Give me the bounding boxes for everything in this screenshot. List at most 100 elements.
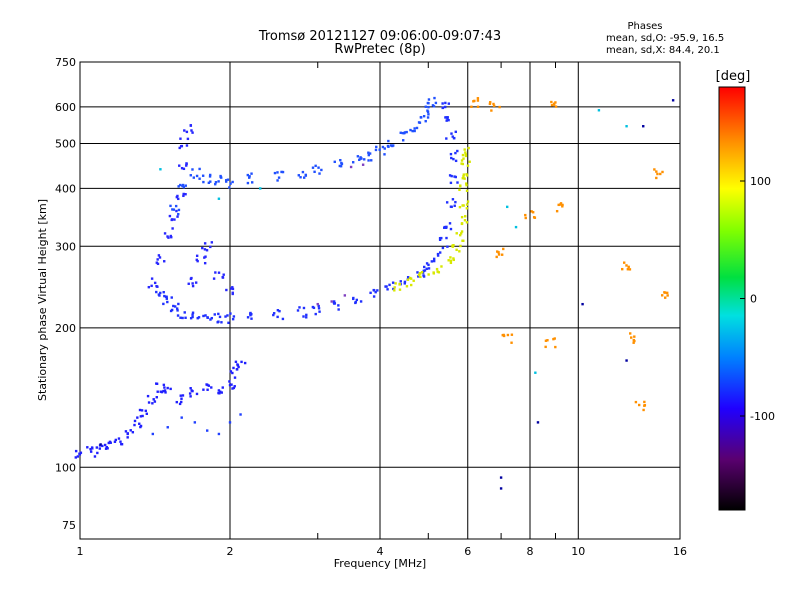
data-point	[443, 226, 446, 229]
data-point	[444, 105, 447, 109]
data-point	[633, 339, 636, 343]
data-point	[147, 285, 151, 289]
data-point	[555, 209, 559, 213]
data-point	[581, 302, 584, 306]
data-point	[178, 402, 182, 406]
data-point	[505, 205, 509, 209]
x-tick-label: 10	[571, 545, 585, 558]
data-point	[643, 400, 646, 404]
data-point	[432, 257, 436, 261]
data-point	[338, 164, 341, 168]
data-point	[184, 316, 187, 319]
y-axis-label: Stationary phase Virtual Height [km]	[36, 199, 49, 401]
data-point	[393, 286, 396, 289]
data-point	[450, 156, 453, 160]
data-point	[220, 391, 223, 394]
data-point	[354, 300, 357, 304]
data-point	[492, 104, 496, 107]
data-point	[476, 99, 480, 102]
data-point	[432, 272, 435, 275]
data-point	[340, 161, 343, 165]
data-point	[239, 413, 242, 416]
data-point	[74, 456, 77, 459]
data-point	[451, 198, 455, 201]
data-point	[280, 170, 283, 174]
data-point	[217, 432, 221, 436]
data-point	[386, 144, 390, 148]
data-point	[190, 276, 193, 280]
data-point	[399, 280, 402, 283]
data-point	[218, 315, 222, 319]
data-point	[136, 416, 139, 419]
data-point	[158, 256, 162, 259]
data-point	[386, 288, 389, 291]
data-point	[432, 105, 436, 108]
data-point	[394, 282, 397, 285]
data-point	[388, 283, 391, 287]
data-point	[305, 313, 308, 317]
data-point	[230, 287, 233, 290]
data-point	[203, 248, 207, 251]
data-point	[174, 305, 177, 308]
data-point	[473, 99, 476, 103]
data-point	[363, 158, 366, 161]
data-point	[276, 309, 280, 312]
data-point	[236, 364, 240, 367]
data-point	[89, 450, 93, 453]
data-point	[530, 210, 533, 213]
data-point	[514, 225, 518, 229]
data-point	[339, 165, 343, 168]
data-point	[166, 426, 169, 429]
data-point	[169, 204, 172, 208]
data-point	[311, 166, 315, 169]
data-point	[372, 295, 376, 298]
data-point	[367, 159, 370, 162]
data-point	[248, 175, 251, 178]
data-point	[425, 267, 428, 270]
data-point	[228, 383, 232, 387]
data-point	[155, 285, 158, 288]
data-point	[456, 149, 459, 153]
data-point	[418, 121, 422, 124]
data-point	[231, 292, 234, 296]
data-point	[435, 267, 439, 271]
data-point	[224, 179, 228, 182]
data-point	[653, 168, 656, 171]
data-point	[426, 116, 430, 119]
x-tick-label: 2	[227, 545, 234, 558]
data-point	[454, 175, 457, 179]
data-point	[445, 201, 449, 204]
data-point	[180, 400, 183, 404]
data-point	[78, 452, 81, 455]
data-point	[399, 131, 402, 134]
data-point	[229, 182, 232, 185]
data-point	[553, 337, 556, 340]
data-point	[155, 382, 158, 385]
data-point	[302, 176, 306, 179]
data-point	[219, 174, 222, 178]
data-point	[183, 129, 186, 132]
data-point	[221, 386, 224, 389]
data-point	[359, 300, 363, 303]
data-point	[453, 204, 456, 207]
data-point	[133, 423, 136, 427]
data-point	[172, 208, 176, 211]
data-point	[141, 414, 144, 418]
data-point	[179, 183, 182, 187]
data-point	[113, 440, 117, 444]
data-point	[167, 236, 170, 239]
data-point	[171, 208, 174, 211]
data-point	[314, 164, 317, 168]
data-point	[196, 317, 199, 320]
data-point	[462, 175, 465, 178]
data-point	[250, 172, 253, 175]
data-point	[430, 260, 434, 263]
data-point	[464, 153, 468, 156]
data-point	[452, 243, 455, 247]
data-point	[666, 294, 669, 297]
data-point	[489, 101, 492, 104]
data-point	[180, 166, 184, 170]
data-point	[499, 476, 503, 479]
data-point	[155, 396, 158, 399]
data-point	[459, 244, 462, 248]
